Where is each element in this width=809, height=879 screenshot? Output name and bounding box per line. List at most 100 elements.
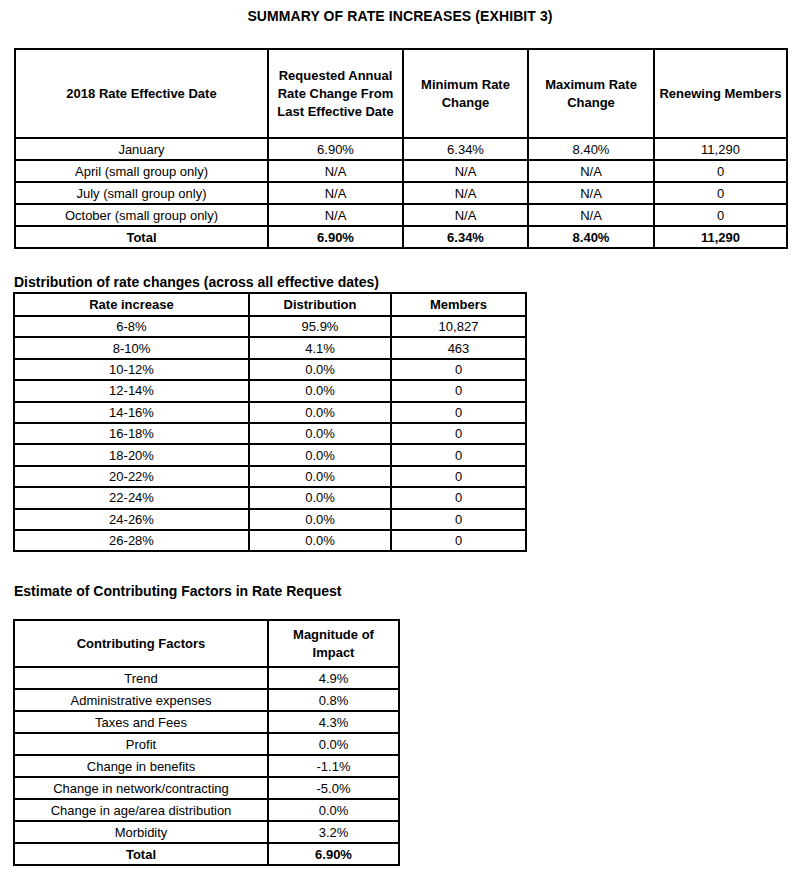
members-cell: 0 xyxy=(391,423,526,444)
renewing-members-cell: 11,290 xyxy=(654,226,787,248)
factor-cell: Change in age/area distribution xyxy=(14,799,268,821)
renewing-members-cell: 0 xyxy=(654,204,787,226)
table-row: Trend 4.9% xyxy=(14,667,399,689)
impact-cell: 3.2% xyxy=(268,821,399,843)
distribution-cell: 0.0% xyxy=(249,359,391,380)
renewing-members-cell: 11,290 xyxy=(654,138,787,160)
table-total-row: Total 6.90% xyxy=(14,843,399,865)
distribution-cell: 0.0% xyxy=(249,423,391,444)
table-row: 12-14% 0.0% 0 xyxy=(14,380,526,401)
max-change-cell: N/A xyxy=(528,160,654,182)
members-cell: 0 xyxy=(391,509,526,530)
page-title: SUMMARY OF RATE INCREASES (EXHIBIT 3) xyxy=(14,8,786,24)
column-header-distribution: Distribution xyxy=(249,293,391,316)
effective-date-cell: October (small group only) xyxy=(15,204,268,226)
table-row: 22-24% 0.0% 0 xyxy=(14,487,526,508)
table-total-row: Total 6.90% 6.34% 8.40% 11,290 xyxy=(15,226,787,248)
distribution-section-heading: Distribution of rate changes (across all… xyxy=(14,274,379,290)
distribution-cell: 0.0% xyxy=(249,530,391,551)
rate-increase-summary-table: 2018 Rate Effective Date Requested Annua… xyxy=(14,48,788,249)
distribution-cell: 4.1% xyxy=(249,337,391,358)
members-cell: 0 xyxy=(391,530,526,551)
min-change-cell: 6.34% xyxy=(403,226,528,248)
table-row: 16-18% 0.0% 0 xyxy=(14,423,526,444)
rate-distribution-table: Rate increase Distribution Members 6-8% … xyxy=(13,292,527,552)
factor-cell: Taxes and Fees xyxy=(14,711,268,733)
rate-range-cell: 10-12% xyxy=(14,359,249,380)
rate-range-cell: 26-28% xyxy=(14,530,249,551)
table-header-row: Rate increase Distribution Members xyxy=(14,293,526,316)
rate-range-cell: 6-8% xyxy=(14,316,249,337)
factors-section-heading: Estimate of Contributing Factors in Rate… xyxy=(14,583,341,599)
renewing-members-cell: 0 xyxy=(654,182,787,204)
requested-change-cell: 6.90% xyxy=(268,226,403,248)
column-header-min-change: Minimum Rate Change xyxy=(403,49,528,138)
table-row: Change in age/area distribution 0.0% xyxy=(14,799,399,821)
distribution-cell: 0.0% xyxy=(249,487,391,508)
members-cell: 10,827 xyxy=(391,316,526,337)
impact-cell: -5.0% xyxy=(268,777,399,799)
table-row: Profit 0.0% xyxy=(14,733,399,755)
effective-date-cell: July (small group only) xyxy=(15,182,268,204)
impact-cell: 0.0% xyxy=(268,799,399,821)
impact-cell: 6.90% xyxy=(268,843,399,865)
table-header-row: 2018 Rate Effective Date Requested Annua… xyxy=(15,49,787,138)
table-row: Change in network/contracting -5.0% xyxy=(14,777,399,799)
factor-cell: Change in network/contracting xyxy=(14,777,268,799)
table-row: Taxes and Fees 4.3% xyxy=(14,711,399,733)
contributing-factors-table: Contributing Factors Magnitude of Impact… xyxy=(13,619,400,866)
rate-range-cell: 18-20% xyxy=(14,444,249,465)
factor-cell: Administrative expenses xyxy=(14,689,268,711)
impact-cell: -1.1% xyxy=(268,755,399,777)
members-cell: 0 xyxy=(391,444,526,465)
rate-range-cell: 16-18% xyxy=(14,423,249,444)
table-row: Morbidity 3.2% xyxy=(14,821,399,843)
column-header-contributing-factors: Contributing Factors xyxy=(14,620,268,667)
column-header-effective-date: 2018 Rate Effective Date xyxy=(15,49,268,138)
rate-range-cell: 12-14% xyxy=(14,380,249,401)
distribution-cell: 0.0% xyxy=(249,444,391,465)
table-row: 14-16% 0.0% 0 xyxy=(14,402,526,423)
effective-date-cell: April (small group only) xyxy=(15,160,268,182)
requested-change-cell: N/A xyxy=(268,182,403,204)
factor-cell: Change in benefits xyxy=(14,755,268,777)
effective-date-cell: January xyxy=(15,138,268,160)
impact-cell: 4.9% xyxy=(268,667,399,689)
rate-range-cell: 24-26% xyxy=(14,509,249,530)
members-cell: 0 xyxy=(391,380,526,401)
factor-cell: Morbidity xyxy=(14,821,268,843)
members-cell: 0 xyxy=(391,359,526,380)
factor-cell: Total xyxy=(14,843,268,865)
table-row: 10-12% 0.0% 0 xyxy=(14,359,526,380)
column-header-magnitude: Magnitude of Impact xyxy=(268,620,399,667)
column-header-max-change: Maximum Rate Change xyxy=(528,49,654,138)
max-change-cell: 8.40% xyxy=(528,226,654,248)
members-cell: 0 xyxy=(391,487,526,508)
table-row: 8-10% 4.1% 463 xyxy=(14,337,526,358)
members-cell: 0 xyxy=(391,466,526,487)
rate-range-cell: 22-24% xyxy=(14,487,249,508)
table-row: January 6.90% 6.34% 8.40% 11,290 xyxy=(15,138,787,160)
rate-range-cell: 8-10% xyxy=(14,337,249,358)
rate-range-cell: 20-22% xyxy=(14,466,249,487)
rate-range-cell: 14-16% xyxy=(14,402,249,423)
distribution-cell: 0.0% xyxy=(249,402,391,423)
table-row: October (small group only) N/A N/A N/A 0 xyxy=(15,204,787,226)
max-change-cell: N/A xyxy=(528,204,654,226)
effective-date-cell: Total xyxy=(15,226,268,248)
table-row: 24-26% 0.0% 0 xyxy=(14,509,526,530)
column-header-members: Members xyxy=(391,293,526,316)
max-change-cell: N/A xyxy=(528,182,654,204)
table-row: July (small group only) N/A N/A N/A 0 xyxy=(15,182,787,204)
renewing-members-cell: 0 xyxy=(654,160,787,182)
distribution-cell: 0.0% xyxy=(249,509,391,530)
column-header-renewing-members: Renewing Members xyxy=(654,49,787,138)
requested-change-cell: N/A xyxy=(268,160,403,182)
factor-cell: Trend xyxy=(14,667,268,689)
impact-cell: 4.3% xyxy=(268,711,399,733)
requested-change-cell: N/A xyxy=(268,204,403,226)
max-change-cell: 8.40% xyxy=(528,138,654,160)
column-header-rate-increase: Rate increase xyxy=(14,293,249,316)
table-row: Administrative expenses 0.8% xyxy=(14,689,399,711)
min-change-cell: 6.34% xyxy=(403,138,528,160)
